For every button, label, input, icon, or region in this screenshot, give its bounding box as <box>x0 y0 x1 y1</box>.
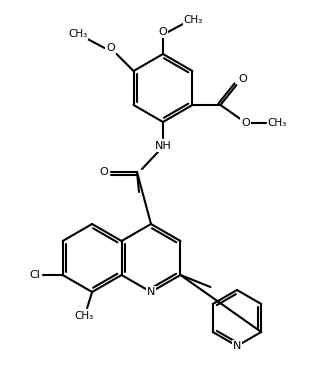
Text: O: O <box>106 43 115 53</box>
Text: O: O <box>241 118 250 128</box>
Text: O: O <box>238 74 247 84</box>
Text: CH₃: CH₃ <box>268 118 287 128</box>
Text: O: O <box>100 167 108 177</box>
Text: CH₃: CH₃ <box>183 15 203 25</box>
Text: Cl: Cl <box>29 270 40 280</box>
Text: O: O <box>159 27 167 37</box>
Text: N: N <box>147 287 155 297</box>
Text: CH₃: CH₃ <box>68 29 87 39</box>
Text: NH: NH <box>155 141 171 151</box>
Text: CH₃: CH₃ <box>75 311 94 321</box>
Text: N: N <box>233 341 241 351</box>
